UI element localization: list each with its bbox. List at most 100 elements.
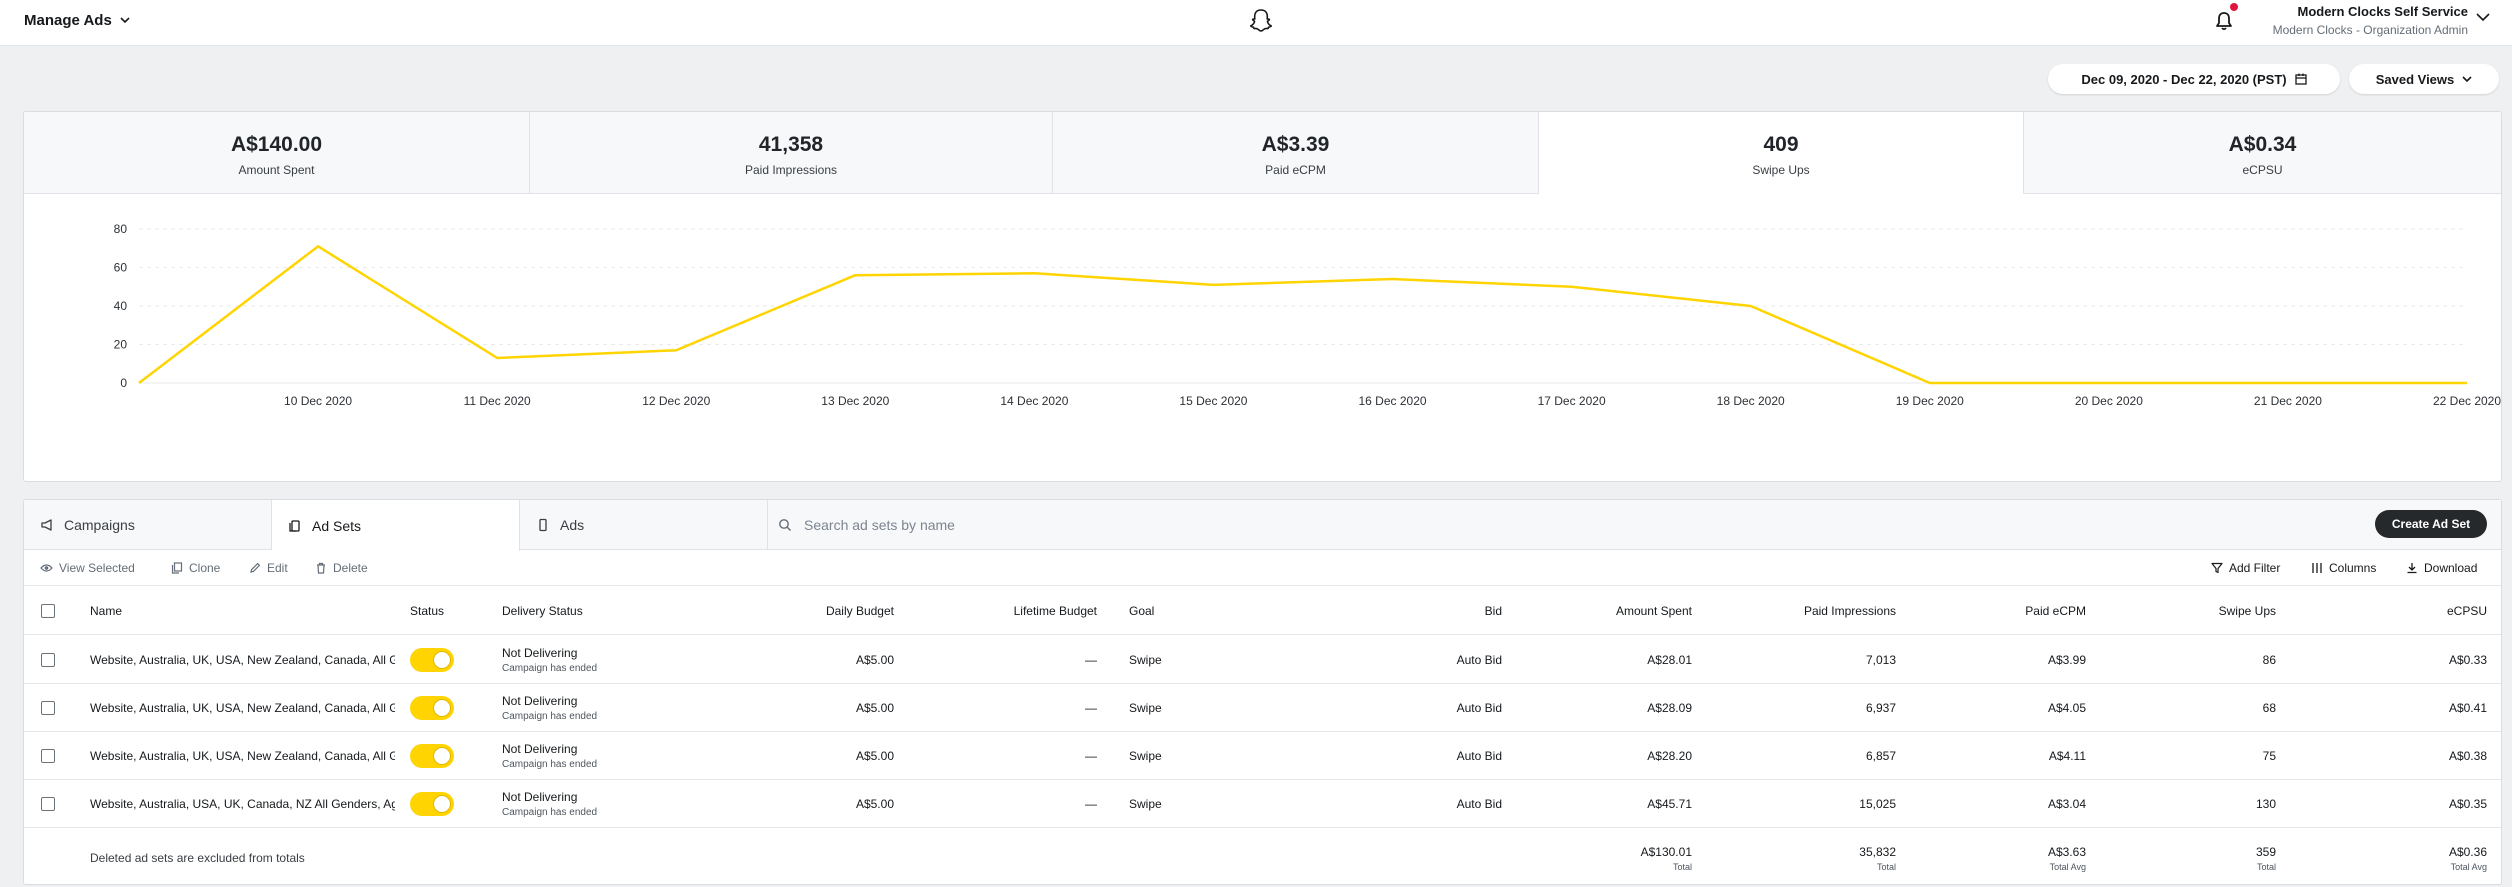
table-row[interactable]: Website, Australia, UK, USA, New Zealand… (24, 684, 2501, 732)
stat-paid-ecpm[interactable]: A$3.39 Paid eCPM (1053, 112, 1539, 194)
header-paid-ecpm[interactable]: Paid eCPM (2025, 603, 2086, 618)
header-amount-spent[interactable]: Amount Spent (1615, 603, 1692, 618)
header-swipe-ups[interactable]: Swipe Ups (2218, 603, 2276, 618)
edit-button[interactable]: Edit (249, 550, 288, 586)
header-goal[interactable]: Goal (1129, 603, 1155, 618)
stat-paid-impressions[interactable]: 41,358 Paid Impressions (530, 112, 1053, 194)
goal: Swipe (1129, 652, 1162, 667)
paid-ecpm: A$3.99 (2047, 652, 2086, 667)
manage-ads-menu[interactable]: Manage Ads (24, 10, 130, 30)
clone-button[interactable]: Clone (171, 550, 220, 586)
search-input[interactable] (804, 516, 1404, 533)
row-checkbox[interactable] (41, 652, 55, 667)
x-tick-label: 15 Dec 2020 (1179, 394, 1247, 408)
manage-ads-label: Manage Ads (24, 11, 112, 29)
calendar-icon (2294, 73, 2307, 85)
tab-ads[interactable]: Ads (520, 500, 768, 550)
lifetime-budget: — (1085, 700, 1097, 715)
total-swipe-ups: 359 Total (2255, 844, 2276, 872)
select-all-checkbox[interactable] (41, 603, 55, 618)
notification-bell-icon[interactable] (2213, 9, 2235, 33)
header-bid[interactable]: Bid (1484, 603, 1502, 618)
status-toggle[interactable] (410, 791, 454, 816)
status-toggle[interactable] (410, 647, 454, 672)
header-paid-impressions[interactable]: Paid Impressions (1803, 603, 1896, 618)
download-button[interactable]: Download (2406, 550, 2477, 586)
pencil-icon (250, 562, 261, 573)
search-bar: Create Ad Set (768, 500, 2501, 549)
stat-swipe-ups[interactable]: 409 Swipe Ups (1539, 112, 2024, 194)
ad-set-name[interactable]: Website, Australia, UK, USA, New Zealand… (90, 652, 395, 667)
search-icon (779, 518, 791, 531)
delete-button[interactable]: Delete (315, 550, 368, 586)
y-tick-label: 80 (114, 222, 128, 236)
ad-set-name[interactable]: Website, Australia, UK, USA, New Zealand… (90, 748, 395, 763)
tab-ad-sets[interactable]: Ad Sets (272, 500, 520, 551)
eye-icon (40, 564, 53, 572)
paid-ecpm: A$3.04 (2047, 796, 2086, 811)
swipe-ups: 75 (2262, 748, 2276, 763)
delivery-status: Not Delivering Campaign has ended (502, 693, 598, 722)
stat-amount-spent[interactable]: A$140.00 Amount Spent (24, 112, 530, 194)
header-status[interactable]: Status (410, 603, 445, 618)
x-tick-label: 16 Dec 2020 (1359, 394, 1427, 408)
status-toggle[interactable] (410, 743, 454, 768)
ecpsu: A$0.35 (2448, 796, 2487, 811)
total-ecpsu: A$0.36 Total Avg (2448, 844, 2487, 872)
clone-icon (171, 562, 183, 574)
status-toggle[interactable] (410, 695, 454, 720)
amount-spent: A$28.20 (1647, 748, 1692, 763)
filter-icon (2211, 562, 2223, 574)
create-ad-set-button[interactable]: Create Ad Set (2375, 510, 2487, 538)
lifetime-budget: — (1085, 652, 1097, 667)
paid-ecpm: A$4.05 (2047, 700, 2086, 715)
total-paid-impressions: 35,832 Total (1859, 844, 1896, 872)
tab-campaigns[interactable]: Campaigns (24, 500, 272, 550)
goal: Swipe (1129, 796, 1162, 811)
series-line (138, 245, 2467, 385)
ad-sets-panel: Campaigns Ad Sets Ads Create Ad Set View… (23, 499, 2502, 885)
ecpsu: A$0.41 (2448, 700, 2487, 715)
table-row[interactable]: Website, Australia, USA, UK, Canada, NZ … (24, 780, 2501, 828)
organization-switcher[interactable]: Modern Clocks Self Service Modern Clocks… (2273, 3, 2468, 39)
saved-views-dropdown[interactable]: Saved Views (2349, 64, 2499, 94)
phone-icon (539, 518, 547, 532)
download-label: Download (2424, 561, 2478, 575)
snapchat-ghost-icon[interactable] (1246, 6, 1276, 36)
lifetime-budget: — (1085, 796, 1097, 811)
header-lifetime-budget[interactable]: Lifetime Budget (1013, 603, 1097, 618)
ad-set-name[interactable]: Website, Australia, UK, USA, New Zealand… (90, 700, 395, 715)
delivery-status: Not Delivering Campaign has ended (502, 645, 598, 674)
header-ecpsu[interactable]: eCPSU (2446, 603, 2487, 618)
date-range-label: Dec 09, 2020 - Dec 22, 2020 (PST) (2081, 71, 2287, 87)
row-checkbox[interactable] (41, 700, 55, 715)
paid-impressions: 6,857 (1865, 748, 1896, 763)
table-row[interactable]: Website, Australia, UK, USA, New Zealand… (24, 732, 2501, 780)
stat-ecpsu[interactable]: A$0.34 eCPSU (2024, 112, 2501, 194)
stat-value: 41,358 (758, 132, 824, 156)
header-name[interactable]: Name (90, 603, 123, 618)
y-tick-label: 0 (120, 376, 127, 390)
table-row[interactable]: Website, Australia, UK, USA, New Zealand… (24, 636, 2501, 684)
header-daily-budget[interactable]: Daily Budget (825, 603, 894, 618)
add-filter-button[interactable]: Add Filter (2211, 550, 2280, 586)
chevron-down-icon[interactable] (2475, 9, 2491, 25)
columns-button[interactable]: Columns (2311, 550, 2376, 586)
date-range-picker[interactable]: Dec 09, 2020 - Dec 22, 2020 (PST) (2048, 64, 2340, 94)
y-tick-label: 60 (114, 261, 128, 275)
ad-set-name[interactable]: Website, Australia, USA, UK, Canada, NZ … (90, 796, 395, 811)
x-tick-label: 22 Dec 2020 (2433, 394, 2501, 408)
view-selected-button[interactable]: View Selected (40, 550, 135, 586)
row-checkbox[interactable] (41, 748, 55, 763)
table-toolbar: View Selected Clone Edit Delete Add Filt… (24, 550, 2501, 586)
row-checkbox[interactable] (41, 796, 55, 811)
swipe-ups-line-chart: 0 20 40 60 80 10 Dec 2020 11 Dec 2020 12 Dec 20… (114, 222, 2501, 408)
tab-label: Ad Sets (312, 517, 362, 534)
daily-budget: A$5.00 (855, 748, 894, 763)
x-tick-label: 21 Dec 2020 (2254, 394, 2322, 408)
table-footer-totals: Deleted ad sets are excluded from totals… (24, 831, 2501, 885)
x-tick-label: 14 Dec 2020 (1000, 394, 1068, 408)
x-tick-label: 12 Dec 2020 (642, 394, 710, 408)
header-delivery-status[interactable]: Delivery Status (502, 603, 583, 618)
columns-icon (2312, 563, 2322, 573)
